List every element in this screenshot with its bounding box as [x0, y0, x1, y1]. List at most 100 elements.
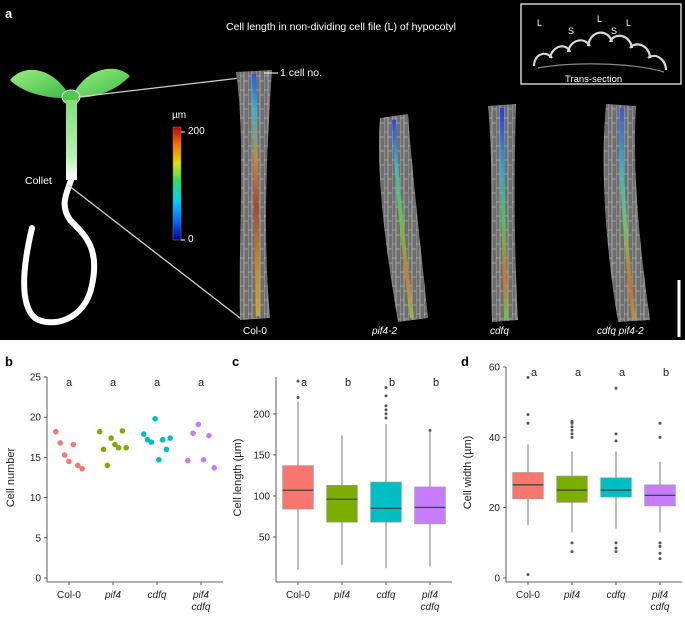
- outlier-point: [614, 546, 618, 550]
- hypocotyl-image-col0: [236, 70, 272, 320]
- data-point: [200, 457, 207, 463]
- outlier-point: [526, 412, 530, 416]
- data-point: [108, 435, 114, 441]
- data-point: [97, 428, 103, 435]
- significance-letter: a: [198, 377, 205, 389]
- outlier-point: [658, 435, 662, 439]
- box: [556, 475, 588, 503]
- data-point: [70, 441, 77, 448]
- zoom-line-bottom: [67, 184, 241, 319]
- y-axis-title: Cell length (µm): [232, 439, 244, 517]
- outlier-point: [614, 439, 618, 443]
- inset-label-l3: L: [626, 18, 632, 28]
- significance-letter: a: [301, 377, 308, 389]
- colorbar: [172, 126, 182, 241]
- genotype-label-pif4-2: pif4-2: [372, 326, 398, 337]
- hypocotyl-image-pif4-2: [379, 114, 428, 322]
- box: [326, 484, 358, 523]
- x-tick-label: Col-0: [57, 590, 81, 601]
- outlier-point: [526, 572, 530, 576]
- significance-letter: a: [575, 367, 582, 379]
- collet-label: Collet: [25, 175, 52, 187]
- data-point: [75, 462, 81, 469]
- box: [600, 477, 632, 498]
- outlier-point: [384, 408, 388, 412]
- hypocotyl-image-cdfq: [488, 104, 518, 322]
- data-point: [156, 457, 162, 463]
- significance-letter: b: [663, 367, 669, 379]
- y-tick-label: 15: [30, 453, 42, 464]
- significance-letter: b: [345, 377, 351, 389]
- data-point: [152, 416, 158, 422]
- data-point: [211, 465, 217, 471]
- y-tick-label: 25: [30, 373, 42, 384]
- cell-number-annotation: 1 cell no.: [280, 67, 323, 79]
- data-point: [53, 428, 59, 435]
- outlier-point: [570, 425, 574, 429]
- panel-a-title: Cell length in non-dividing cell file (L…: [226, 21, 456, 33]
- x-tick-label: cdfq: [148, 590, 167, 601]
- y-tick-label: 200: [253, 409, 270, 420]
- significance-letter: b: [389, 377, 395, 389]
- outlier-point: [570, 541, 574, 545]
- significance-letter: b: [433, 377, 439, 389]
- x-tick-label: pif4: [651, 590, 669, 601]
- x-tick-label: Col-0: [516, 590, 540, 601]
- outlier-point: [384, 404, 388, 408]
- y-tick-label: 150: [253, 450, 270, 461]
- outlier-point: [614, 432, 618, 436]
- y-axis-title: Cell width (µm): [462, 436, 474, 510]
- y-tick-label: 60: [489, 363, 501, 374]
- panel-a-micrograph: a Cell length in non-dividing cell file …: [0, 0, 685, 340]
- box: [414, 486, 446, 525]
- y-tick-label: 40: [489, 433, 501, 444]
- y-tick-label: 20: [30, 413, 42, 424]
- data-point: [167, 435, 173, 441]
- outlier-point: [526, 376, 530, 380]
- inset-label-l2: L: [597, 14, 603, 24]
- data-point: [195, 421, 202, 428]
- box: [370, 481, 402, 523]
- outlier-point: [570, 435, 574, 439]
- data-point: [61, 452, 68, 458]
- x-tick-label: pif4: [563, 590, 581, 601]
- data-point: [57, 440, 63, 446]
- data-point: [123, 444, 129, 451]
- significance-letter: a: [154, 377, 161, 389]
- significance-letter: a: [619, 367, 626, 379]
- inset-label-s1: S: [568, 26, 575, 36]
- outlier-point: [570, 432, 574, 436]
- x-tick-label: pif4: [192, 590, 210, 601]
- box: [512, 472, 544, 500]
- y-tick-label: 100: [253, 491, 270, 502]
- colorbar-unit: µm: [172, 110, 187, 121]
- genotype-label-cdfq: cdfq: [490, 326, 509, 337]
- colorbar-min-label: 0: [188, 234, 194, 245]
- inset-caption: Trans-section: [565, 74, 623, 85]
- data-point: [148, 439, 155, 445]
- outlier-point: [614, 386, 618, 390]
- outlier-point: [614, 541, 618, 545]
- outlier-point: [658, 557, 662, 561]
- significance-letter: a: [110, 377, 117, 389]
- x-tick-label: pif4: [104, 590, 122, 601]
- data-point: [163, 446, 170, 453]
- outlier-point: [296, 396, 300, 400]
- data-point: [206, 432, 212, 439]
- panel-c-letter: c: [232, 354, 240, 369]
- colorbar-max-label: 200: [188, 126, 205, 137]
- box: [282, 465, 314, 510]
- significance-letter: a: [66, 377, 73, 389]
- x-tick-label: cdfq: [192, 602, 211, 613]
- y-tick-label: 50: [259, 532, 271, 543]
- significance-letter: a: [531, 367, 538, 379]
- x-tick-label: cdfq: [651, 602, 670, 613]
- data-point: [104, 462, 111, 469]
- x-tick-label: cdfq: [607, 590, 626, 601]
- data-point: [66, 458, 72, 465]
- outlier-point: [428, 428, 432, 432]
- y-tick-label: 10: [30, 493, 42, 504]
